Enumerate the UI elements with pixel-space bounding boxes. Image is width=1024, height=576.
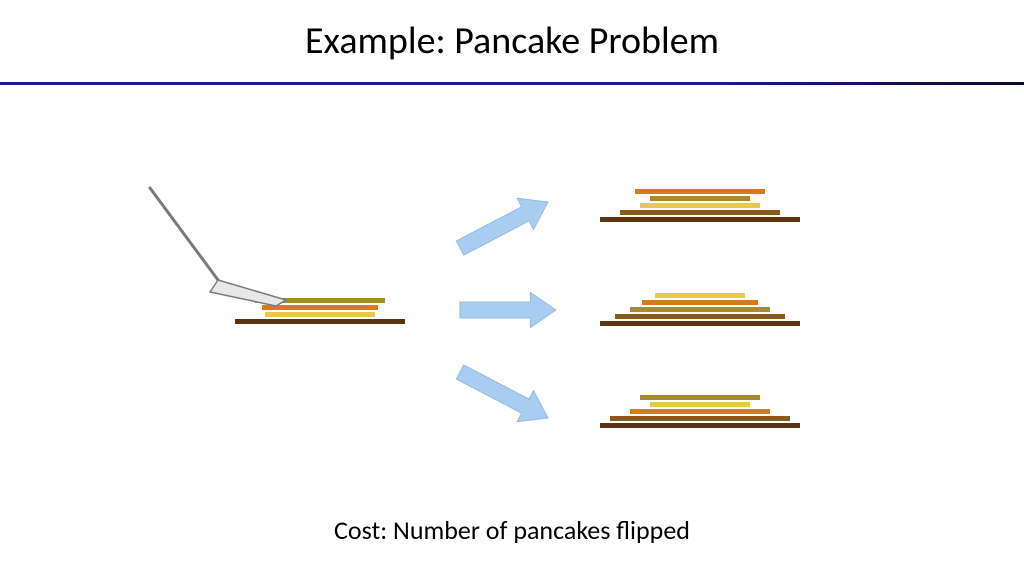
right-stack-2-bar-1 xyxy=(610,416,790,421)
right-stack-2-bar-0 xyxy=(600,423,800,428)
right-stack-1-bar-1 xyxy=(615,314,785,319)
right-stack-0-bar-0 xyxy=(600,217,800,222)
left-stack-bar-1 xyxy=(265,312,375,317)
right-stack-1-bar-0 xyxy=(600,321,800,326)
right-stack-2 xyxy=(600,395,800,428)
right-stack-2-bar-2 xyxy=(630,409,770,414)
right-stack-0 xyxy=(600,189,800,222)
right-stack-1-bar-3 xyxy=(642,300,758,305)
cost-caption: Cost: Number of pancakes flipped xyxy=(334,514,690,546)
right-stack-2-bar-4 xyxy=(640,395,760,400)
right-stack-2-bar-3 xyxy=(650,402,750,407)
right-stack-1 xyxy=(600,293,800,326)
left-stack-bar-0 xyxy=(235,319,405,324)
spatula-blade xyxy=(210,280,286,306)
caption-region: Cost: Number of pancakes flipped xyxy=(0,514,1024,546)
spatula-handle xyxy=(150,188,218,280)
transition-arrow-1 xyxy=(460,292,556,327)
transition-arrow-0 xyxy=(456,198,548,255)
right-stack-0-bar-1 xyxy=(620,210,780,215)
right-stack-0-bar-2 xyxy=(640,203,760,208)
left-stack-bar-2 xyxy=(262,305,378,310)
right-stack-0-bar-4 xyxy=(635,189,765,194)
transition-arrow-2 xyxy=(456,365,548,422)
right-stack-1-bar-2 xyxy=(630,307,770,312)
right-stack-1-bar-4 xyxy=(655,293,745,298)
right-stack-0-bar-3 xyxy=(650,196,750,201)
diagram-canvas xyxy=(0,0,1024,576)
